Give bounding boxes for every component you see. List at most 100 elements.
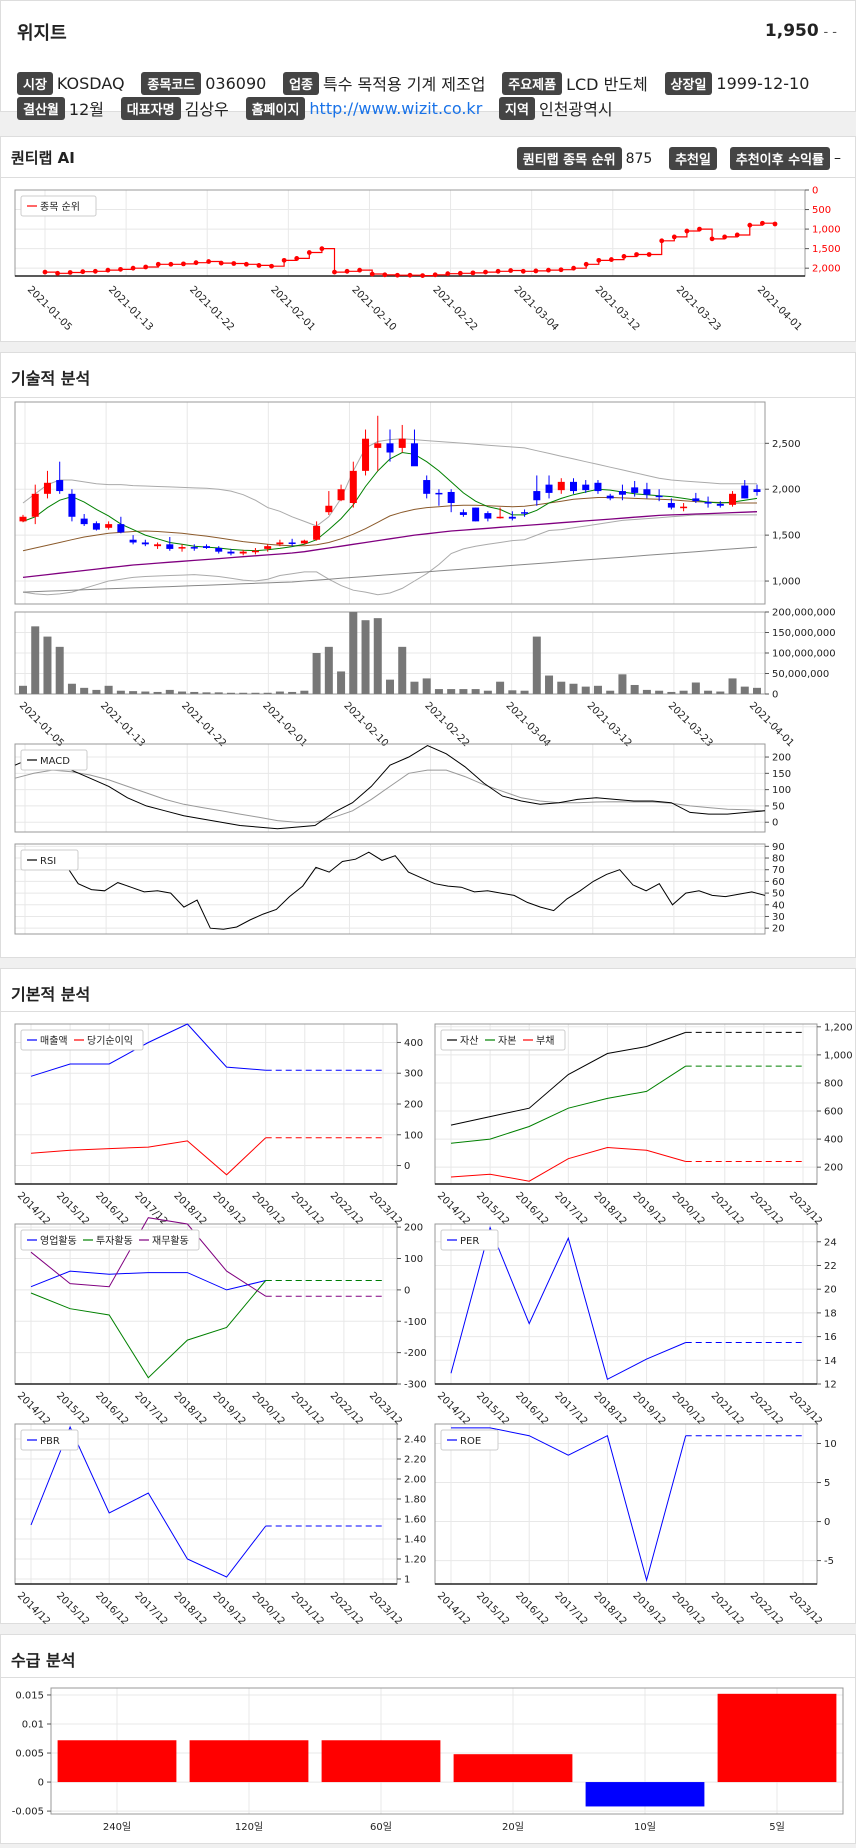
- candle-body: [716, 503, 724, 506]
- per-x-label: 2014/12: [435, 1390, 472, 1427]
- volume-bar: [104, 685, 113, 694]
- rank-point: [546, 267, 551, 273]
- candle-body: [398, 438, 406, 448]
- candle-body: [203, 546, 210, 548]
- supply-card: 수급 분석 -0.005 0 0.005 0.01 0.015 240일 120일 60일 20…: [0, 1634, 856, 1844]
- supply-title: 수급 분석: [11, 1651, 76, 1670]
- cashflow-x-label: 2020/12: [250, 1390, 287, 1427]
- candle-body: [447, 491, 455, 503]
- volume-bar: [753, 687, 761, 694]
- rank-point: [118, 266, 123, 272]
- tech-x-label: 2021-01-22: [179, 700, 228, 749]
- stock-change: - -: [823, 25, 837, 40]
- assets-x-label: 2015/12: [474, 1190, 511, 1227]
- supply-y-label: 0.005: [15, 1749, 44, 1760]
- cashflow-y-label: 200: [404, 1223, 423, 1234]
- candle-body: [631, 487, 639, 493]
- volume-y-label: 100,000,000: [772, 649, 836, 660]
- fundamental-chart-panel: 0 100 200 300 400 2014/12 2015/12 2016/12 2017/1…: [1, 1011, 855, 1627]
- volume-bar: [202, 692, 211, 694]
- per-x-label: 2019/12: [630, 1390, 667, 1427]
- supply-y-label: -0.005: [12, 1807, 44, 1818]
- volume-bar: [728, 678, 737, 694]
- pbr-x-label: 2017/12: [132, 1590, 169, 1624]
- rank-y-label: 500: [812, 205, 831, 216]
- revenue-series-line: [30, 1023, 266, 1077]
- supply-x-label: 60일: [370, 1821, 392, 1833]
- rank-point: [395, 272, 400, 278]
- volume-bar: [471, 689, 480, 694]
- volume-bar: [593, 685, 602, 694]
- ceo-label: 대표자명: [120, 96, 181, 120]
- cashflow-y-label: -300: [404, 1380, 427, 1391]
- roe-x-label: 2021/12: [709, 1590, 746, 1624]
- code-label: 종목코드: [141, 71, 202, 95]
- volume-bar: [679, 690, 688, 694]
- candle-body: [472, 507, 480, 522]
- rank-point: [646, 252, 652, 257]
- pbr-x-label: 2021/12: [289, 1590, 326, 1624]
- volume-bar: [422, 678, 431, 694]
- rank-point: [130, 265, 136, 271]
- assets-y-label: 1,000: [824, 1050, 853, 1061]
- pbr-y-label: 1.80: [404, 1495, 426, 1506]
- region-label: 지역: [499, 96, 535, 120]
- cashflow-x-label: 2018/12: [171, 1390, 208, 1427]
- volume-bar: [226, 692, 235, 694]
- rank-point: [470, 270, 476, 276]
- volume-bar: [251, 692, 260, 694]
- legend-entry: 종목 순위: [40, 200, 80, 213]
- macd-y-label: 200: [772, 753, 791, 764]
- per-x-label: 2022/12: [748, 1390, 785, 1427]
- cashflow-x-label: 2014/12: [15, 1390, 52, 1427]
- region-value: 인천광역시: [538, 100, 613, 119]
- assets-x-label: 2023/12: [787, 1190, 824, 1227]
- supply-y-label: 0.015: [15, 1690, 44, 1701]
- volume-bar: [642, 689, 651, 694]
- rsi-y-label: 80: [772, 854, 785, 865]
- rank-chart: 0 500 1,000 1,500 2,000 2021-01-05 2021-01-13 2…: [14, 186, 841, 333]
- candle-body: [178, 547, 186, 549]
- quantilab-stats: 퀀티랩 종목 순위 875 추천일 추천이후 수익률 –: [516, 147, 841, 170]
- rank-point: [80, 269, 86, 275]
- price-y-label: 2,500: [772, 439, 801, 450]
- supply-y-label: 0.01: [22, 1720, 44, 1731]
- volume-bar: [655, 690, 664, 694]
- rank-point: [332, 269, 337, 275]
- homepage-link[interactable]: http://www.wizit.co.kr: [309, 98, 483, 118]
- pbr-x-label: 2022/12: [328, 1590, 365, 1624]
- candle-body: [435, 492, 443, 495]
- candle-body: [582, 484, 590, 491]
- cashflow-x-label: 2023/12: [367, 1390, 404, 1427]
- volume-bar: [532, 636, 541, 694]
- candle-body: [410, 443, 418, 467]
- technical-chart: 1,000 1,500 2,000 2,500 0 50,000,000 100,000,0…: [14, 401, 836, 935]
- per-x-label: 2018/12: [591, 1390, 628, 1427]
- price-y-label: 1,500: [772, 531, 801, 542]
- legend-entry: PER: [460, 1236, 479, 1247]
- macd-line: [14, 745, 766, 830]
- candle-frame: [14, 401, 766, 605]
- candle-body: [741, 485, 749, 499]
- pbr-series-line: [30, 1425, 267, 1578]
- price-y-label: 2,000: [772, 485, 801, 496]
- rank-point: [92, 268, 98, 274]
- rank-point: [382, 272, 388, 278]
- rank-point: [596, 257, 602, 263]
- legend-box: [440, 1029, 566, 1051]
- volume-bar: [520, 690, 529, 694]
- cashflow-series-line: [30, 1217, 266, 1297]
- macd-y-label: 50: [772, 801, 785, 812]
- volume-bar: [31, 626, 40, 694]
- tech-x-label: 2021-03-12: [585, 700, 634, 749]
- candle-body: [31, 493, 39, 517]
- candle-body: [496, 516, 504, 519]
- rank-point: [42, 269, 48, 275]
- roe-x-label: 2022/12: [748, 1590, 785, 1624]
- rank-point: [319, 246, 325, 252]
- candle-body: [459, 512, 467, 515]
- supply-bar: [717, 1693, 837, 1783]
- roe-x-label: 2023/12: [787, 1590, 824, 1624]
- revenue-x-label: 2015/12: [54, 1190, 91, 1227]
- legend-box: [20, 849, 79, 871]
